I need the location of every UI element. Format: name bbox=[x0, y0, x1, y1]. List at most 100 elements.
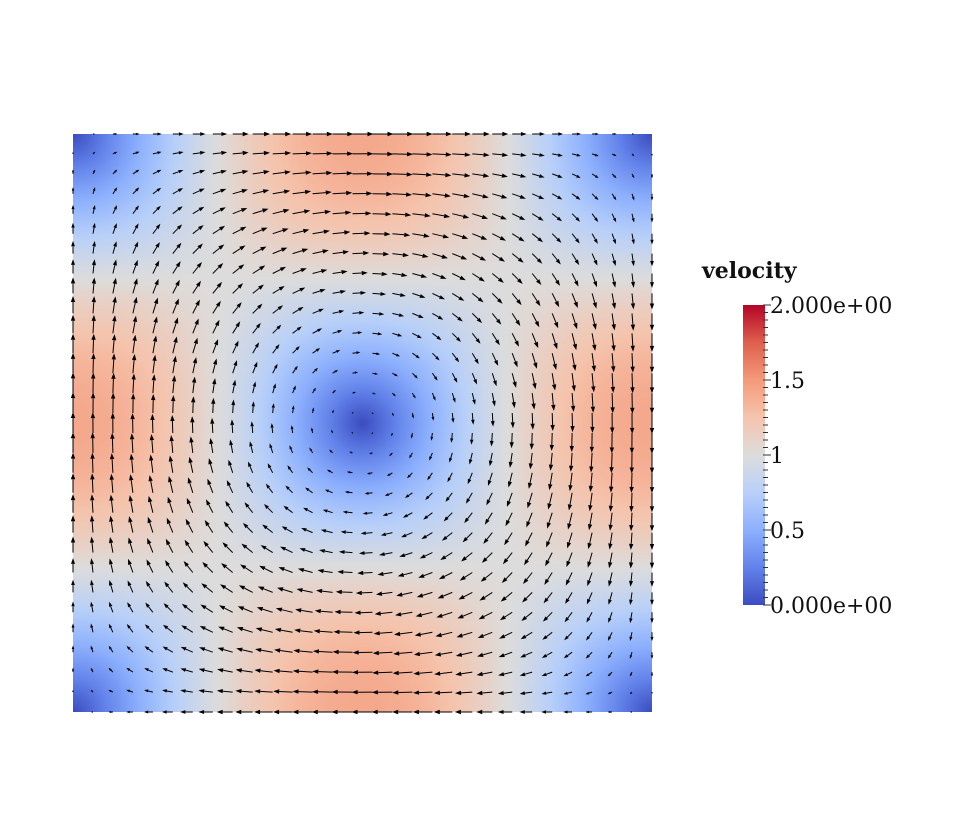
velocity-arrow-head bbox=[145, 602, 150, 608]
velocity-arrow-shaft bbox=[249, 466, 254, 473]
velocity-arrow-shaft bbox=[491, 273, 500, 280]
velocity-arrow-head bbox=[511, 401, 516, 409]
velocity-arrow-shaft bbox=[272, 191, 285, 195]
velocity-arrow-head bbox=[399, 553, 406, 557]
velocity-arrow-shaft bbox=[591, 353, 595, 366]
velocity-arrow-shaft bbox=[243, 608, 253, 613]
velocity-arrow-shaft bbox=[323, 570, 333, 573]
velocity-arrow-head bbox=[411, 415, 414, 419]
velocity-arrow-head bbox=[536, 279, 542, 285]
velocity-arrow-shaft bbox=[149, 522, 154, 533]
velocity-arrow-shaft bbox=[241, 649, 253, 653]
velocity-arrow-head bbox=[497, 277, 504, 283]
velocity-arrow-shaft bbox=[305, 529, 313, 534]
velocity-arrow-head bbox=[472, 399, 476, 405]
velocity-arrow-shaft bbox=[311, 430, 314, 434]
velocity-arrow-shaft bbox=[567, 611, 573, 619]
velocity-arrow-head bbox=[516, 299, 522, 306]
velocity-arrow-head bbox=[432, 396, 436, 401]
velocity-arrow-head bbox=[433, 709, 440, 715]
velocity-arrow-shaft bbox=[462, 631, 473, 636]
velocity-arrow-head bbox=[128, 558, 132, 565]
velocity-arrow-head bbox=[162, 710, 167, 714]
velocity-arrow-shaft bbox=[609, 671, 613, 675]
velocity-arrow-shaft bbox=[462, 611, 473, 617]
velocity-arrow-shaft bbox=[531, 193, 540, 198]
velocity-arrow-shaft bbox=[491, 352, 497, 361]
velocity-arrow-shaft bbox=[185, 669, 193, 673]
velocity-arrow-head bbox=[500, 596, 507, 602]
velocity-arrow-shaft bbox=[172, 342, 176, 354]
velocity-arrow-shaft bbox=[267, 507, 274, 514]
velocity-arrow-head bbox=[524, 559, 529, 566]
velocity-arrow-head bbox=[520, 653, 526, 658]
velocity-arrow-shaft bbox=[298, 691, 313, 693]
velocity-arrow-head bbox=[520, 132, 527, 136]
velocity-arrow-shaft bbox=[279, 670, 293, 673]
velocity-arrow-head bbox=[462, 537, 468, 543]
velocity-arrow-head bbox=[405, 212, 412, 217]
velocity-arrow-shaft bbox=[551, 273, 558, 282]
velocity-arrow-shaft bbox=[432, 213, 445, 217]
velocity-arrow-shaft bbox=[292, 328, 299, 334]
velocity-arrow-head bbox=[533, 341, 539, 349]
velocity-arrow-shaft bbox=[571, 373, 575, 386]
velocity-arrow-shaft bbox=[232, 404, 234, 414]
velocity-arrow-head bbox=[254, 342, 260, 348]
velocity-arrow-shaft bbox=[469, 472, 473, 480]
velocity-arrow-head bbox=[298, 306, 304, 312]
velocity-arrow-shaft bbox=[241, 670, 253, 673]
velocity-arrow-head bbox=[285, 151, 292, 156]
velocity-arrow-shaft bbox=[352, 372, 356, 374]
velocity-arrow-head bbox=[113, 241, 117, 247]
velocity-arrow-shaft bbox=[172, 208, 179, 215]
velocity-arrow-shaft bbox=[392, 292, 401, 296]
velocity-arrow-head bbox=[383, 251, 390, 257]
velocity-arrow-shaft bbox=[631, 233, 634, 240]
velocity-arrow-head bbox=[134, 241, 139, 248]
velocity-arrow-shaft bbox=[591, 193, 596, 198]
velocity-arrow-shaft bbox=[368, 492, 373, 494]
velocity-arrow-head bbox=[423, 233, 430, 238]
velocity-arrow-head bbox=[144, 689, 149, 693]
velocity-arrow-shaft bbox=[588, 612, 593, 619]
velocity-arrow-head bbox=[70, 412, 76, 418]
velocity-arrow-shaft bbox=[308, 489, 313, 494]
velocity-arrow-shaft bbox=[452, 153, 465, 156]
velocity-arrow-shaft bbox=[451, 412, 454, 419]
velocity-arrow-shaft bbox=[531, 333, 537, 343]
velocity-arrow-head bbox=[90, 623, 94, 628]
velocity-arrow-head bbox=[220, 188, 227, 193]
velocity-arrow-shaft bbox=[507, 512, 513, 522]
velocity-arrow-head bbox=[333, 389, 336, 393]
velocity-arrow-head bbox=[244, 502, 250, 508]
velocity-arrow-head bbox=[235, 668, 242, 673]
velocity-arrow-shaft bbox=[442, 611, 453, 617]
scalar-bar-label: 0.5 bbox=[770, 519, 805, 544]
velocity-arrow-head bbox=[200, 132, 206, 136]
velocity-arrow-head bbox=[440, 555, 447, 560]
velocity-arrow-head bbox=[557, 174, 563, 178]
velocity-arrow-head bbox=[177, 206, 183, 211]
velocity-arrow-head bbox=[196, 280, 201, 287]
velocity-arrow-head bbox=[126, 667, 131, 672]
velocity-arrow-shaft bbox=[363, 572, 373, 574]
velocity-arrow-shaft bbox=[212, 286, 219, 294]
velocity-arrow-head bbox=[90, 432, 95, 439]
velocity-arrow-shaft bbox=[261, 629, 273, 633]
velocity-arrow-shaft bbox=[172, 361, 176, 374]
velocity-arrow-shaft bbox=[212, 190, 222, 195]
velocity-arrow-head bbox=[569, 445, 574, 452]
velocity-arrow-shaft bbox=[471, 332, 478, 340]
velocity-arrow-head bbox=[362, 511, 368, 515]
velocity-arrow-shaft bbox=[372, 332, 378, 335]
velocity-arrow-head bbox=[445, 131, 452, 137]
velocity-arrow-head bbox=[576, 132, 581, 136]
velocity-arrow-shaft bbox=[431, 432, 433, 437]
velocity-arrow-head bbox=[176, 224, 183, 230]
velocity-arrow-shaft bbox=[132, 302, 136, 314]
velocity-arrow-head bbox=[649, 366, 655, 373]
velocity-arrow-shaft bbox=[567, 572, 573, 581]
velocity-arrow-head bbox=[379, 552, 385, 556]
velocity-arrow-head bbox=[608, 543, 613, 550]
